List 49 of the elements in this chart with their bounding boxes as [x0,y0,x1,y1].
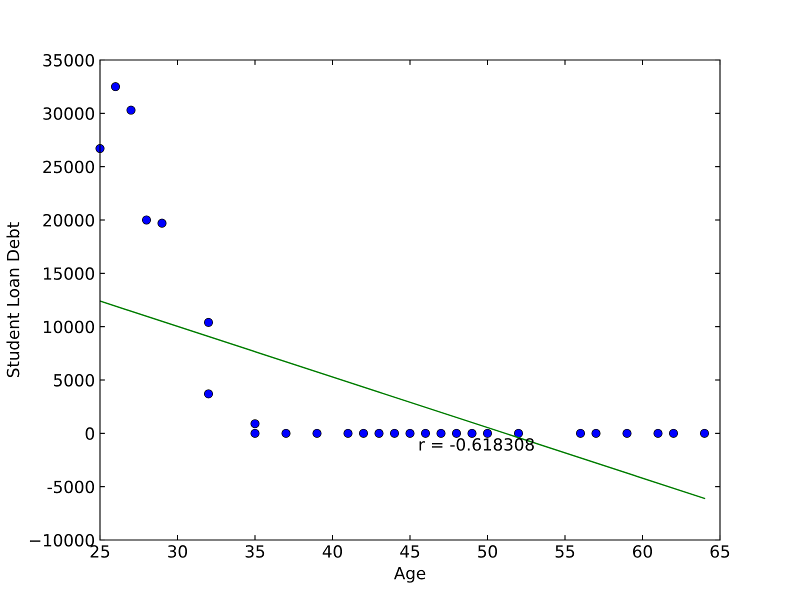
y-tick-label: 30000 [43,107,94,120]
annotation: r = -0.618308 [420,438,534,451]
y-tick-label: -5000 [48,480,94,494]
point [250,419,260,428]
x-tick-label: 60 [633,545,652,558]
y-tick-label: 15000 [44,267,94,280]
point [700,428,710,438]
x-tick-label: 55 [556,545,574,558]
point [668,428,678,438]
point [622,428,632,438]
point [374,428,384,438]
point [482,428,492,438]
point [204,318,214,327]
x-tick-label: 65 [710,545,730,558]
y-tick-label: 10000 [44,320,94,334]
y-tick-label: 35000 [43,54,94,67]
x-tick-label: 25 [90,545,110,558]
point [142,215,152,225]
point [390,428,400,438]
x-axis-title: Age [394,567,426,583]
y-tick-label: −10000 [30,534,94,547]
point [250,428,260,438]
y-axis-title: Student Loan Debt [6,222,20,378]
point [204,389,214,398]
x-tick-label: 40 [322,545,342,558]
point [514,428,524,438]
point [281,428,291,438]
x-tick-label: 35 [246,545,264,558]
y-tick-label: 0 [86,427,94,440]
point [312,428,322,438]
point [653,428,663,438]
point [110,82,120,92]
y-tick-label: 5000 [54,374,94,387]
point [452,428,462,438]
point [343,428,353,438]
x-tick-label: 45 [400,545,420,558]
point [405,428,415,438]
x-tick-label: 50 [478,545,497,558]
point [420,428,430,438]
point [591,428,601,438]
point [157,218,167,228]
point [436,428,446,438]
point [576,428,586,438]
x-tick-label: 30 [168,545,187,558]
point [126,106,136,115]
point [467,428,477,438]
point [358,428,368,438]
y-tick-label: 20000 [43,214,94,227]
y-tick-label: 25000 [43,160,94,174]
